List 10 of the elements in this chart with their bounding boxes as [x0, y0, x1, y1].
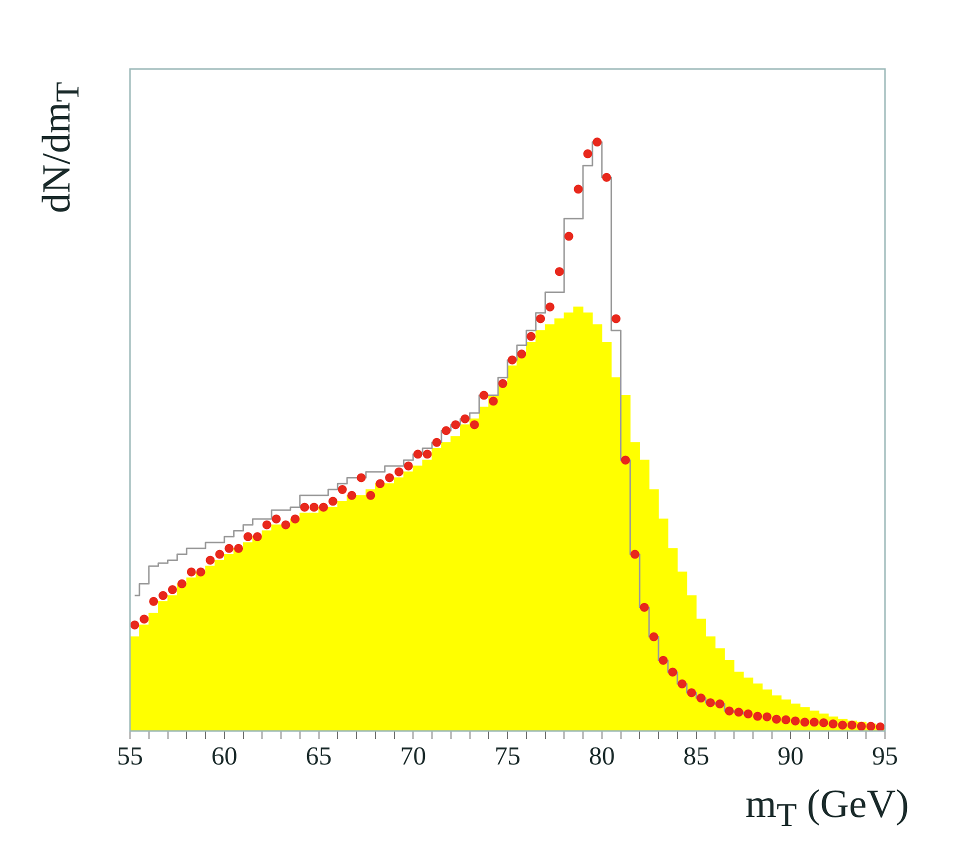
x-tick-label: 60 — [211, 741, 238, 770]
x-axis-title: m$_{T}$ (GeV) — [745, 780, 909, 835]
x-tick-label: 75 — [494, 741, 520, 770]
x-tick-label: 80 — [588, 741, 615, 770]
x-tick-label: 65 — [306, 741, 332, 770]
x-tick-label: 70 — [400, 741, 426, 770]
x-tick-label: 85 — [683, 741, 710, 770]
x-tick-label: 95 — [872, 741, 898, 770]
x-tick-label: 90 — [778, 741, 804, 770]
x-tick-label: 55 — [117, 741, 143, 770]
